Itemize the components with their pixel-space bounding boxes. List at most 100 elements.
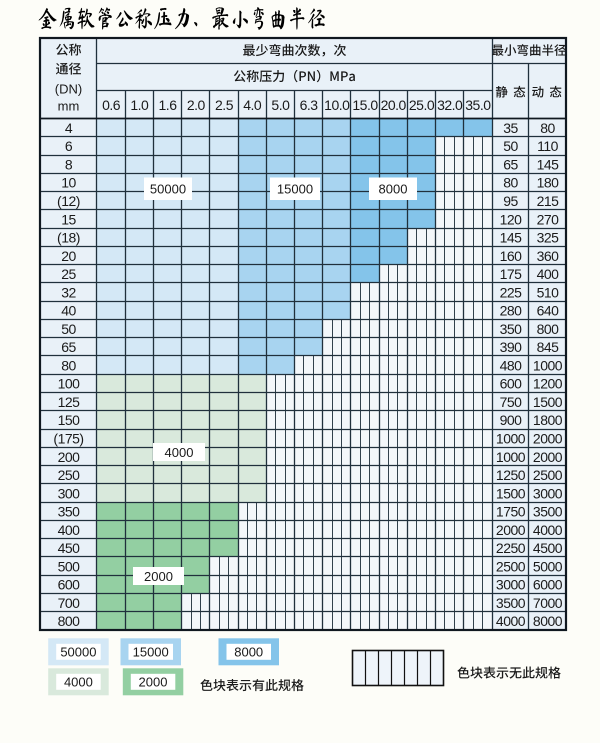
svg-text:20.0: 20.0 — [381, 97, 407, 113]
svg-text:600: 600 — [58, 577, 81, 593]
svg-text:4000: 4000 — [64, 675, 93, 690]
svg-text:5.0: 5.0 — [271, 97, 290, 113]
svg-text:145: 145 — [500, 230, 523, 246]
svg-text:3000: 3000 — [496, 577, 526, 593]
svg-text:10.0: 10.0 — [324, 97, 350, 113]
svg-text:510: 510 — [537, 284, 560, 300]
svg-text:(DN): (DN) — [55, 82, 82, 97]
svg-text:160: 160 — [500, 248, 523, 264]
svg-text:1000: 1000 — [496, 431, 526, 447]
svg-text:2500: 2500 — [533, 467, 563, 483]
svg-text:700: 700 — [58, 595, 81, 611]
svg-text:25.0: 25.0 — [409, 97, 435, 113]
svg-text:400: 400 — [58, 522, 81, 538]
svg-text:1.0: 1.0 — [130, 97, 149, 113]
svg-text:7000: 7000 — [533, 595, 563, 611]
svg-text:2000: 2000 — [533, 449, 563, 465]
svg-text:4000: 4000 — [165, 445, 194, 460]
svg-text:20: 20 — [61, 248, 76, 264]
svg-text:2000: 2000 — [139, 675, 168, 690]
svg-text:175: 175 — [500, 266, 523, 282]
svg-text:600: 600 — [500, 376, 523, 392]
svg-text:800: 800 — [537, 321, 560, 337]
svg-text:40: 40 — [61, 303, 76, 319]
svg-text:800: 800 — [58, 613, 81, 629]
svg-text:4500: 4500 — [533, 540, 563, 556]
svg-text:6: 6 — [65, 138, 73, 154]
svg-text:480: 480 — [500, 357, 523, 373]
svg-text:15000: 15000 — [133, 645, 169, 660]
svg-text:6.3: 6.3 — [300, 97, 319, 113]
svg-text:100: 100 — [58, 376, 81, 392]
svg-text:80: 80 — [503, 175, 518, 191]
svg-text:3500: 3500 — [533, 504, 563, 520]
svg-text:50000: 50000 — [150, 182, 186, 197]
svg-text:1000: 1000 — [533, 357, 563, 373]
svg-text:2.5: 2.5 — [215, 97, 234, 113]
svg-text:4: 4 — [65, 120, 73, 136]
svg-text:1800: 1800 — [533, 412, 563, 428]
svg-text:2250: 2250 — [496, 540, 526, 556]
svg-text:145: 145 — [537, 157, 560, 173]
svg-text:5000: 5000 — [533, 558, 563, 574]
svg-text:640: 640 — [537, 303, 560, 319]
svg-text:95: 95 — [503, 193, 518, 209]
svg-text:280: 280 — [500, 303, 523, 319]
svg-text:50: 50 — [61, 321, 76, 337]
svg-text:120: 120 — [500, 211, 523, 227]
svg-text:390: 390 — [500, 339, 523, 355]
svg-text:2000: 2000 — [144, 569, 173, 584]
svg-text:1.6: 1.6 — [159, 97, 178, 113]
svg-text:1750: 1750 — [496, 504, 526, 520]
svg-text:(175): (175) — [53, 431, 83, 447]
svg-text:mm: mm — [58, 99, 80, 114]
svg-text:900: 900 — [500, 412, 523, 428]
svg-text:325: 325 — [537, 230, 560, 246]
svg-text:150: 150 — [58, 412, 81, 428]
svg-text:15: 15 — [61, 211, 76, 227]
svg-text:215: 215 — [537, 193, 560, 209]
svg-text:350: 350 — [58, 504, 81, 520]
svg-text:0.6: 0.6 — [102, 97, 121, 113]
svg-text:110: 110 — [537, 138, 559, 154]
svg-text:270: 270 — [537, 211, 560, 227]
svg-text:250: 250 — [58, 467, 81, 483]
svg-text:65: 65 — [61, 339, 76, 355]
svg-text:300: 300 — [58, 485, 81, 501]
svg-text:6000: 6000 — [533, 577, 563, 593]
svg-text:2.0: 2.0 — [187, 97, 206, 113]
svg-text:1250: 1250 — [496, 467, 526, 483]
svg-text:360: 360 — [537, 248, 560, 264]
svg-text:80: 80 — [540, 120, 555, 136]
svg-text:80: 80 — [61, 357, 76, 373]
svg-text:25: 25 — [61, 266, 76, 282]
svg-text:1500: 1500 — [533, 394, 563, 410]
svg-text:50000: 50000 — [60, 645, 96, 660]
svg-text:(12): (12) — [57, 193, 80, 209]
svg-text:200: 200 — [58, 449, 81, 465]
svg-text:4.0: 4.0 — [243, 97, 262, 113]
svg-text:3000: 3000 — [533, 485, 563, 501]
svg-text:2500: 2500 — [496, 558, 526, 574]
svg-text:2000: 2000 — [533, 431, 563, 447]
svg-text:8000: 8000 — [379, 182, 408, 197]
svg-text:1500: 1500 — [496, 485, 526, 501]
svg-text:(18): (18) — [57, 230, 80, 246]
svg-text:500: 500 — [58, 558, 81, 574]
svg-text:50: 50 — [503, 138, 518, 154]
svg-text:4000: 4000 — [496, 613, 526, 629]
svg-text:350: 350 — [500, 321, 523, 337]
svg-text:750: 750 — [500, 394, 523, 410]
svg-text:1000: 1000 — [496, 449, 526, 465]
svg-text:180: 180 — [537, 175, 560, 191]
svg-text:4000: 4000 — [533, 522, 563, 538]
svg-text:1200: 1200 — [533, 376, 563, 392]
svg-text:10: 10 — [61, 175, 76, 191]
svg-text:32: 32 — [61, 284, 76, 300]
svg-text:8000: 8000 — [234, 645, 263, 660]
svg-text:8000: 8000 — [533, 613, 563, 629]
svg-text:2000: 2000 — [496, 522, 526, 538]
svg-text:65: 65 — [503, 157, 518, 173]
svg-text:225: 225 — [500, 284, 523, 300]
svg-text:125: 125 — [58, 394, 81, 410]
